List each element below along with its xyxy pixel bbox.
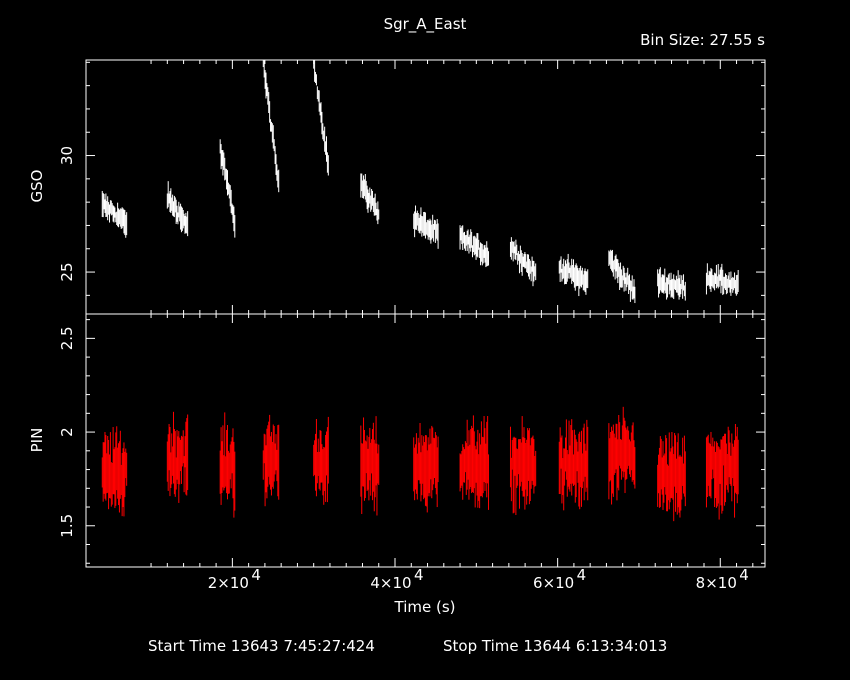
x-tick-exponent: 4: [414, 566, 424, 584]
gso-series: [101, 60, 739, 304]
x-tick-label: 6×10: [533, 574, 574, 592]
pin-y-tick-label: 2: [58, 427, 76, 437]
chart-title: Sgr_A_East: [384, 15, 467, 34]
x-tick-exponent: 4: [251, 566, 261, 584]
pin-series: [101, 406, 739, 522]
pin-y-tick-label: 1.5: [58, 514, 76, 538]
bin-size-label: Bin Size: 27.55 s: [640, 31, 765, 49]
x-tick-label: 2×10: [208, 574, 249, 592]
x-tick-label: 8×10: [696, 574, 737, 592]
x-tick-exponent: 4: [739, 566, 749, 584]
gso-y-tick-label: 25: [58, 263, 76, 282]
gso-y-tick-label: 30: [58, 146, 76, 165]
top-ylabel: GSO: [28, 170, 46, 203]
pin-y-tick-label: 2.5: [58, 326, 76, 350]
stop-time-label: Stop Time 13644 6:13:34:013: [443, 637, 667, 655]
pin-panel-frame: [85, 313, 766, 568]
x-tick-exponent: 4: [577, 566, 587, 584]
start-time-label: Start Time 13643 7:45:27:424: [148, 637, 375, 655]
x-axis-label: Time (s): [394, 598, 456, 616]
x-tick-label: 4×10: [370, 574, 411, 592]
bottom-ylabel: PIN: [28, 428, 46, 453]
